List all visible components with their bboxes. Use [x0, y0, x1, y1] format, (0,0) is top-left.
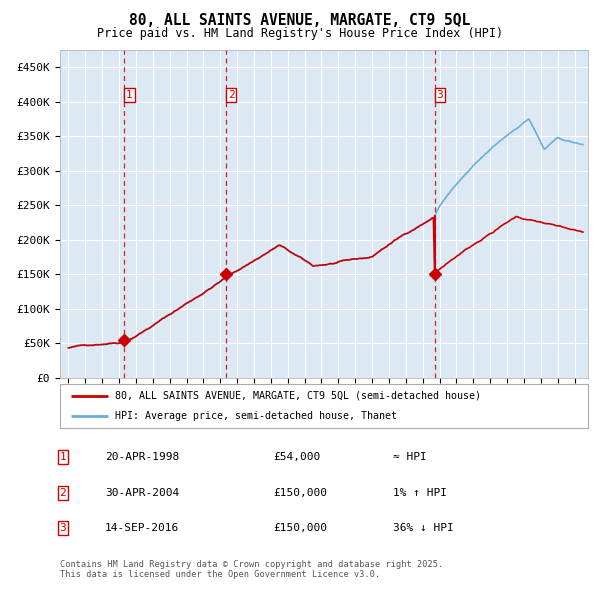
Text: Contains HM Land Registry data © Crown copyright and database right 2025.
This d: Contains HM Land Registry data © Crown c… — [60, 560, 443, 579]
Text: 80, ALL SAINTS AVENUE, MARGATE, CT9 5QL: 80, ALL SAINTS AVENUE, MARGATE, CT9 5QL — [130, 13, 470, 28]
Text: £150,000: £150,000 — [273, 488, 327, 497]
Text: £54,000: £54,000 — [273, 453, 320, 462]
Text: Price paid vs. HM Land Registry's House Price Index (HPI): Price paid vs. HM Land Registry's House … — [97, 27, 503, 40]
Text: 1% ↑ HPI: 1% ↑ HPI — [393, 488, 447, 497]
Text: 1: 1 — [59, 453, 67, 462]
Text: 20-APR-1998: 20-APR-1998 — [105, 453, 179, 462]
Text: 2: 2 — [228, 90, 235, 100]
Text: 14-SEP-2016: 14-SEP-2016 — [105, 523, 179, 533]
Text: ≈ HPI: ≈ HPI — [393, 453, 427, 462]
Text: HPI: Average price, semi-detached house, Thanet: HPI: Average price, semi-detached house,… — [115, 411, 397, 421]
Text: 3: 3 — [437, 90, 443, 100]
Text: 1: 1 — [126, 90, 133, 100]
Text: 30-APR-2004: 30-APR-2004 — [105, 488, 179, 497]
Text: 2: 2 — [59, 488, 67, 497]
Text: £150,000: £150,000 — [273, 523, 327, 533]
Text: 3: 3 — [59, 523, 67, 533]
Text: 80, ALL SAINTS AVENUE, MARGATE, CT9 5QL (semi-detached house): 80, ALL SAINTS AVENUE, MARGATE, CT9 5QL … — [115, 391, 481, 401]
Text: 36% ↓ HPI: 36% ↓ HPI — [393, 523, 454, 533]
